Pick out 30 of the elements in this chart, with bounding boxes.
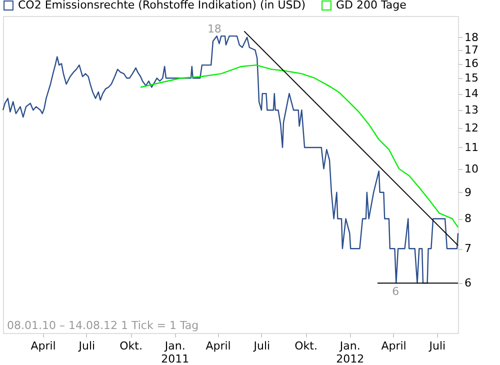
y-tick-label: 7 — [464, 242, 472, 256]
y-tick-label: 16 — [464, 57, 478, 70]
y-tick-label: 18 — [464, 30, 478, 44]
annotation: 08.01.10 – 14.08.12 1 Tick = 1 Tag — [7, 319, 199, 332]
x-tick-label: April — [30, 340, 56, 352]
y-tick-label: 17 — [464, 44, 478, 57]
line-series — [140, 64, 459, 228]
line-series — [2, 35, 459, 284]
x-tick-label: April — [381, 340, 406, 352]
y-tick-label: 6 — [464, 276, 472, 290]
y-tick-label: 12 — [464, 122, 478, 135]
legend-label: CO2 Emissionsrechte (Rohstoffe Indikation) (in USD) — [18, 0, 306, 12]
x-tick-label: Juli — [78, 340, 96, 352]
x-tick-label: Okt. — [294, 340, 318, 352]
x-tick-label: Juli — [428, 340, 446, 352]
y-tick-label: 10 — [464, 162, 478, 176]
x-tick-label: Jan. 2012 — [336, 340, 364, 365]
y-tick-label: 15 — [464, 72, 478, 85]
annotation: 18 — [207, 22, 222, 36]
y-tick-label: 9 — [464, 186, 472, 199]
x-tick-label: Okt. — [120, 340, 142, 352]
y-tick-label: 13 — [464, 104, 478, 117]
legend-label: GD 200 Tage — [336, 0, 407, 12]
y-tick-label: 11 — [464, 140, 478, 154]
x-tick-label: Jan. 2011 — [161, 340, 190, 365]
y-tick-label: 8 — [464, 212, 472, 226]
y-tick-label: 14 — [464, 87, 478, 100]
x-tick-label: Juli — [252, 340, 270, 352]
annotation: 6 — [392, 285, 400, 298]
x-tick-label: April — [206, 340, 231, 352]
